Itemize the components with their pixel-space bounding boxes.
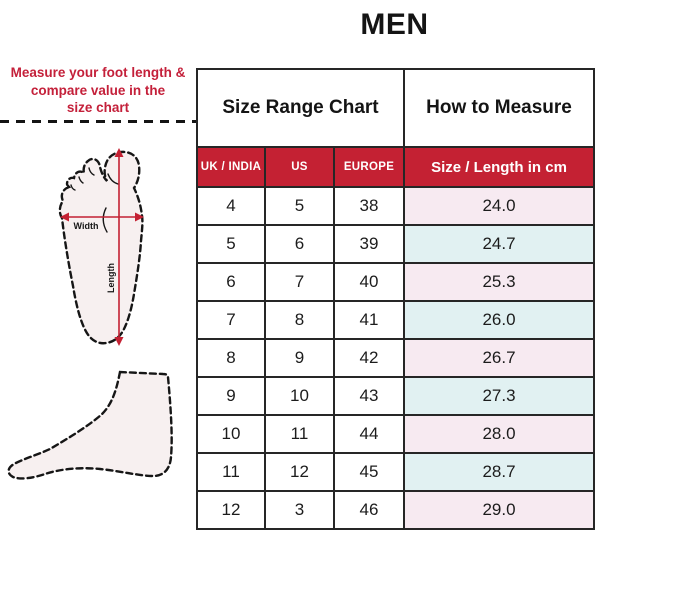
table-row: 5 6 39 24.7: [196, 224, 596, 264]
measure-instruction: Measure your foot length & compare value…: [4, 64, 192, 117]
foot-outline: [58, 150, 144, 345]
length-cm-cell: 24.0: [403, 186, 596, 226]
uk-size-cell: 7: [196, 300, 266, 340]
col-header-europe: EUROPE: [332, 146, 406, 188]
length-cm-cell: 28.7: [403, 452, 596, 492]
uk-size-cell: 12: [196, 490, 266, 530]
instruction-line: size chart: [66, 100, 130, 116]
length-cm-cell: 26.0: [403, 300, 596, 340]
column-header-row: UK / INDIA US EUROPE Size / Length in cm: [196, 146, 596, 188]
instruction-line: compare value in the: [30, 82, 166, 98]
us-size-cell: 3: [264, 490, 335, 530]
us-size-cell: 8: [264, 300, 335, 340]
table-row: 7 8 41 26.0: [196, 300, 596, 340]
table-row: 10 11 44 28.0: [196, 414, 596, 454]
foot-side-view-diagram: [7, 370, 173, 480]
us-size-cell: 10: [264, 376, 335, 416]
table-row: 8 9 42 26.7: [196, 338, 596, 378]
uk-size-cell: 10: [196, 414, 266, 454]
size-table: Size Range Chart How to Measure UK / IND…: [195, 68, 596, 530]
europe-size-cell: 42: [332, 338, 406, 378]
arch-crease: [102, 207, 108, 233]
col-header-uk-india: UK / INDIA: [196, 146, 266, 188]
dashed-divider: [0, 120, 197, 123]
us-size-cell: 11: [264, 414, 335, 454]
europe-size-cell: 45: [332, 452, 406, 492]
europe-size-cell: 46: [332, 490, 406, 530]
us-size-cell: 9: [264, 338, 335, 378]
europe-size-cell: 38: [332, 186, 406, 226]
big-toe-crease: [107, 173, 119, 185]
length-cm-cell: 29.0: [403, 490, 596, 530]
length-cm-cell: 28.0: [403, 414, 596, 454]
uk-size-cell: 8: [196, 338, 266, 378]
uk-size-cell: 5: [196, 224, 266, 264]
arrow-head-up: [114, 148, 124, 157]
table-row: 11 12 45 28.7: [196, 452, 596, 492]
uk-size-cell: 11: [196, 452, 266, 492]
instruction-line: Measure your foot length &: [10, 65, 186, 80]
table-row: 12 3 46 29.0: [196, 490, 596, 530]
col-header-size-length-cm: Size / Length in cm: [403, 146, 596, 188]
group-header-row: Size Range Chart How to Measure: [195, 68, 596, 148]
us-size-cell: 7: [264, 262, 335, 302]
col-header-us: US: [264, 146, 335, 188]
toe-crease: [88, 167, 95, 176]
us-size-cell: 12: [264, 452, 335, 492]
europe-size-cell: 44: [332, 414, 406, 454]
length-cm-cell: 24.7: [403, 224, 596, 264]
width-label: Width: [74, 221, 99, 231]
toe-crease: [70, 184, 76, 191]
europe-size-cell: 41: [332, 300, 406, 340]
uk-size-cell: 6: [196, 262, 266, 302]
uk-size-cell: 9: [196, 376, 266, 416]
europe-size-cell: 43: [332, 376, 406, 416]
uk-size-cell: 4: [196, 186, 266, 226]
size-range-chart-header: Size Range Chart: [195, 68, 406, 148]
length-label: Length: [106, 263, 116, 293]
table-row: 4 5 38 24.0: [196, 186, 596, 226]
foot-top-view-diagram: Width Length: [58, 148, 144, 346]
table-row: 6 7 40 25.3: [196, 262, 596, 302]
foot-side-outline: [7, 370, 173, 480]
arrow-head-down: [114, 337, 124, 346]
us-size-cell: 5: [264, 186, 335, 226]
toe-crease: [78, 176, 84, 184]
length-cm-cell: 26.7: [403, 338, 596, 378]
page-title: MEN: [360, 8, 429, 41]
how-to-measure-header: How to Measure: [403, 68, 596, 148]
length-cm-cell: 27.3: [403, 376, 596, 416]
europe-size-cell: 39: [332, 224, 406, 264]
us-size-cell: 6: [264, 224, 335, 264]
arrow-head-right: [135, 212, 144, 222]
arrow-head-left: [60, 212, 69, 222]
table-row: 9 10 43 27.3: [196, 376, 596, 416]
length-cm-cell: 25.3: [403, 262, 596, 302]
europe-size-cell: 40: [332, 262, 406, 302]
